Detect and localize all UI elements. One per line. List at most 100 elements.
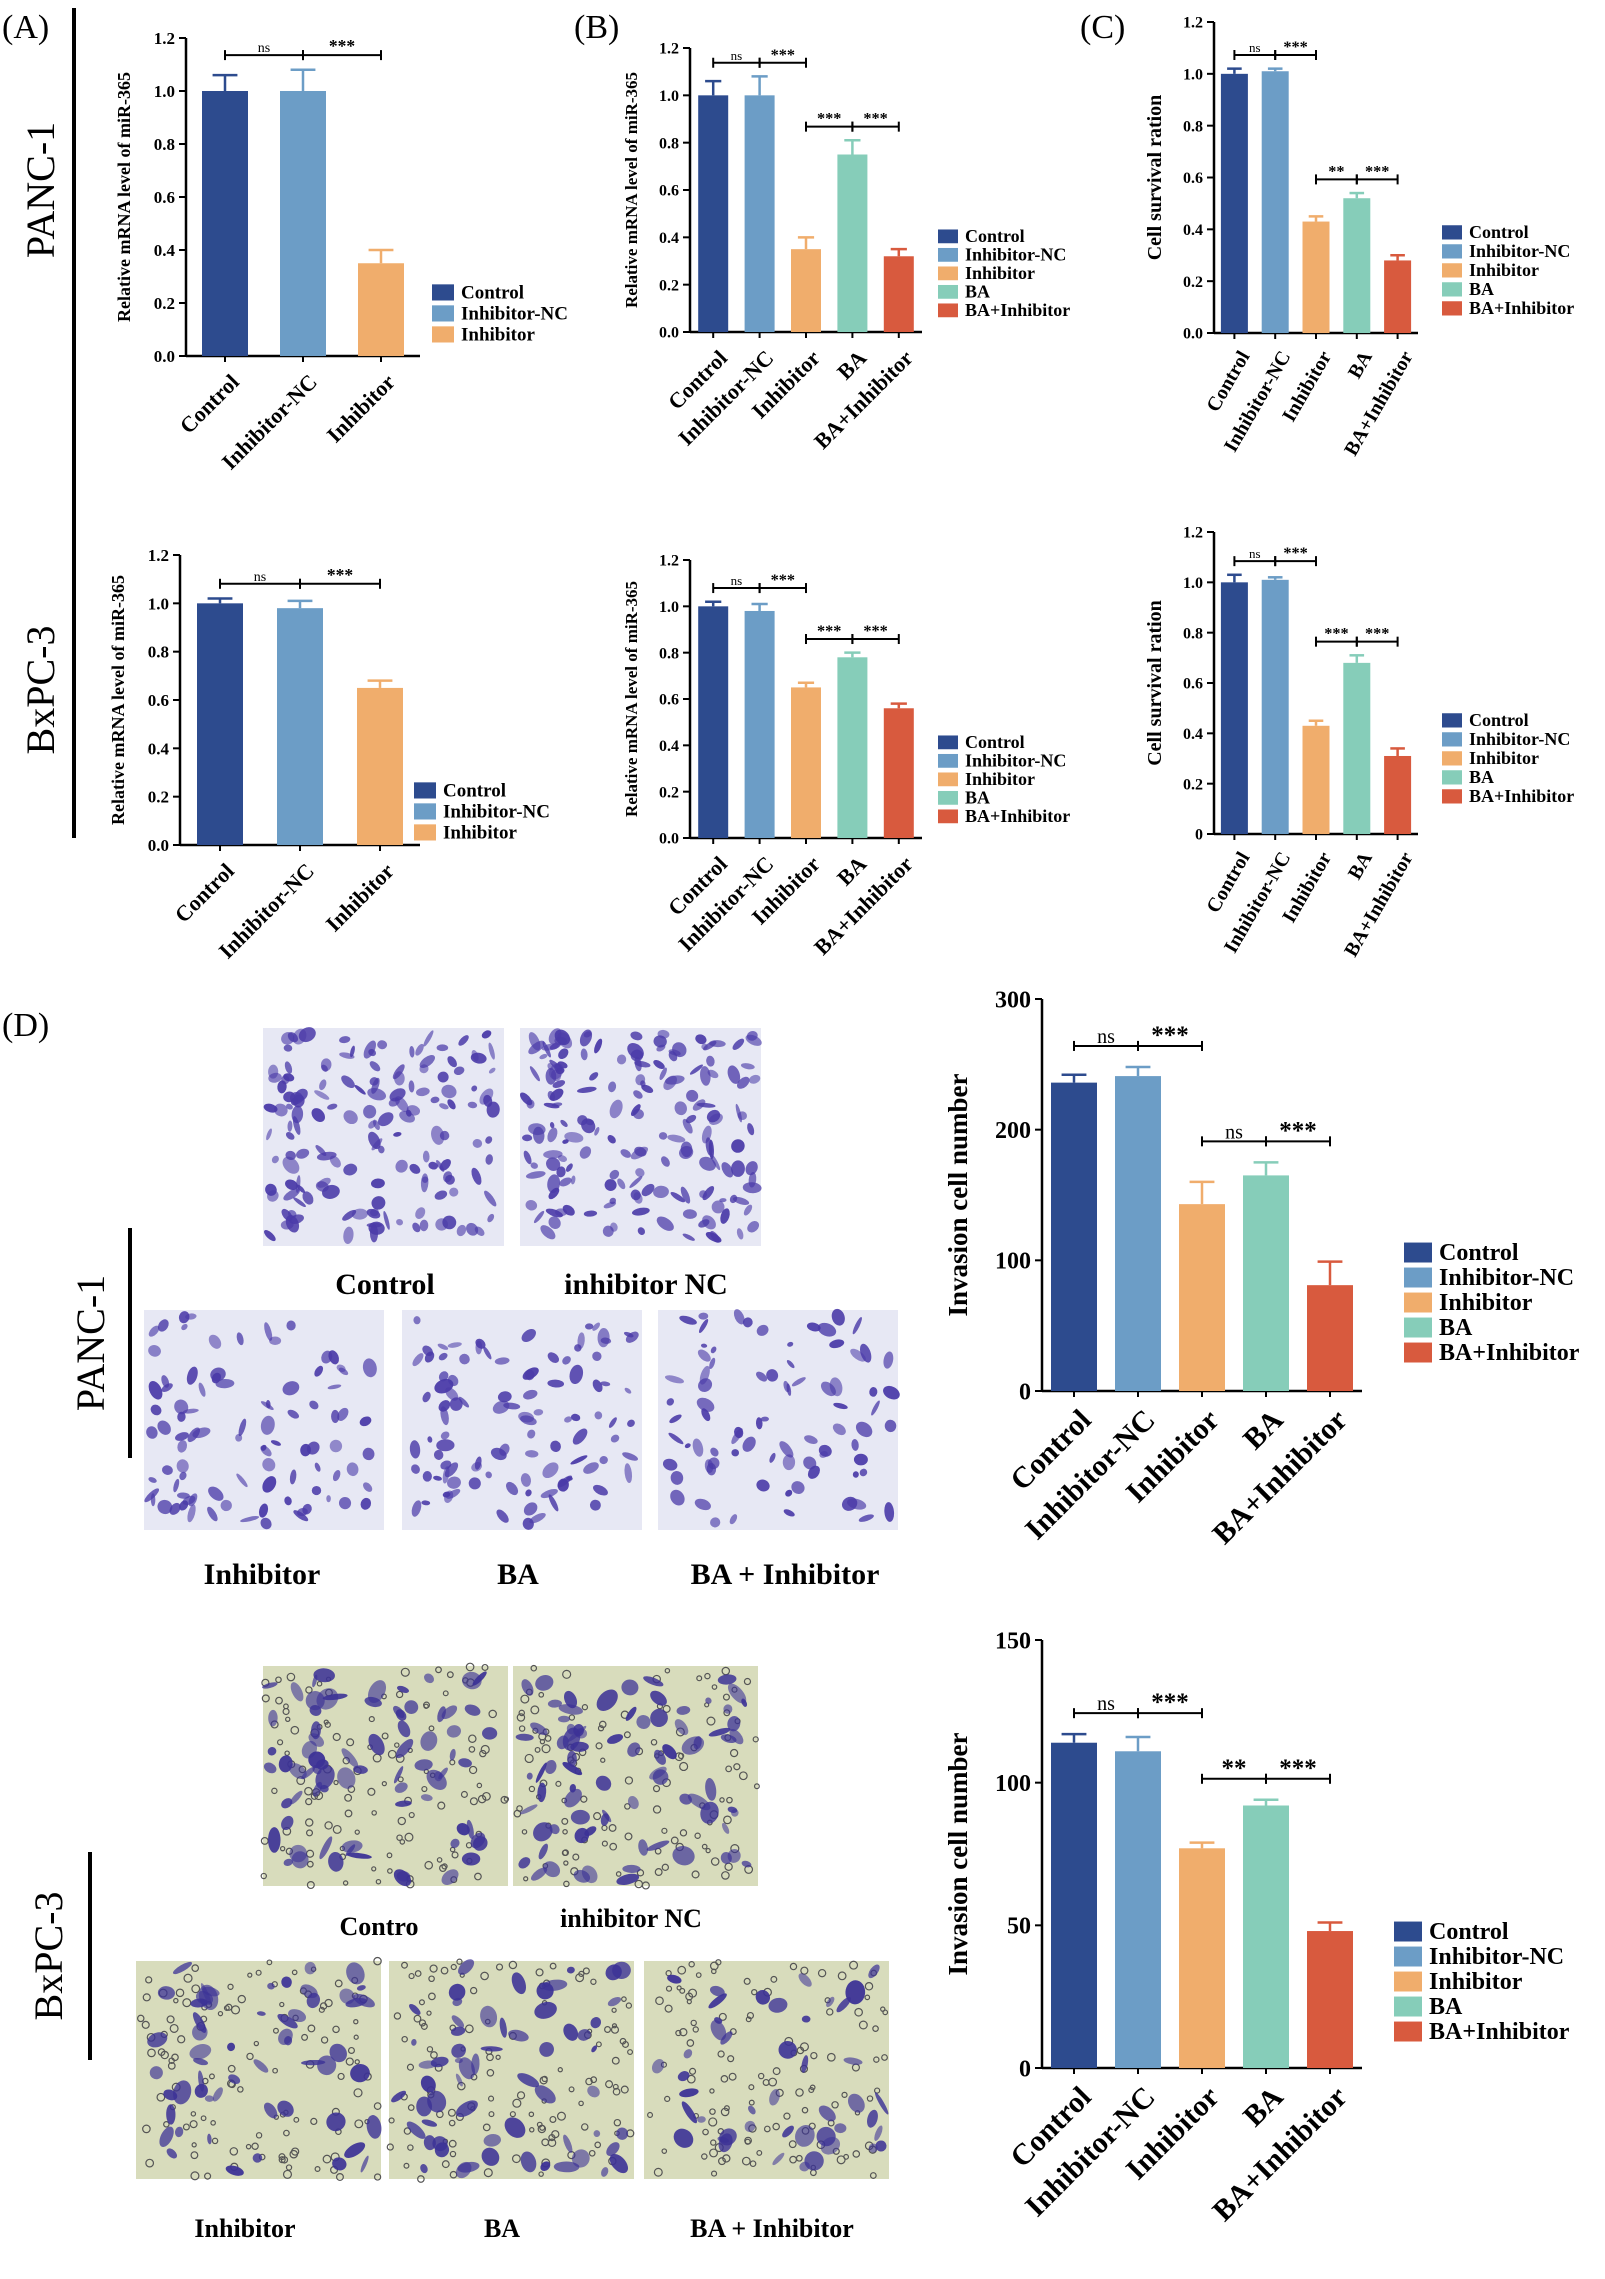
stained-cell bbox=[339, 1036, 351, 1044]
stained-cell bbox=[627, 1742, 641, 1757]
stained-cell bbox=[360, 2155, 369, 2173]
membrane-pore bbox=[612, 2083, 619, 2090]
stained-cell bbox=[148, 1345, 161, 1357]
sig-label: ns bbox=[731, 48, 743, 63]
stained-cell bbox=[766, 1369, 779, 1382]
membrane-pore bbox=[404, 1832, 414, 1842]
stained-cell bbox=[227, 2042, 236, 2052]
stained-cell bbox=[301, 1766, 316, 1780]
membrane-pore bbox=[442, 1690, 449, 1697]
stained-cell bbox=[441, 1084, 457, 1099]
stained-cell bbox=[480, 2046, 503, 2052]
membrane-pore bbox=[757, 2072, 765, 2080]
stained-cell bbox=[337, 1767, 356, 1789]
membrane-pore bbox=[156, 2092, 166, 2102]
stained-cell bbox=[267, 1747, 277, 1756]
membrane-pore bbox=[408, 1972, 415, 1980]
stained-cell bbox=[304, 1961, 316, 1975]
y-tick-label: 0.0 bbox=[148, 836, 169, 855]
membrane-pore bbox=[480, 1744, 490, 1755]
stained-cell bbox=[638, 1839, 648, 1856]
stained-cell bbox=[193, 2057, 209, 2066]
stained-cell bbox=[616, 2127, 629, 2140]
stained-cell bbox=[737, 1111, 748, 1120]
sig-label: ** bbox=[1328, 162, 1344, 180]
y-axis-label: Cell survival ration bbox=[1144, 600, 1166, 766]
stained-cell bbox=[659, 1067, 667, 1080]
membrane-pore bbox=[211, 2137, 219, 2145]
stained-cell bbox=[562, 1139, 569, 1144]
stained-cell bbox=[702, 1215, 716, 1230]
stained-cell bbox=[470, 1052, 487, 1064]
stained-cell bbox=[769, 2089, 780, 2106]
membrane-pore bbox=[688, 1961, 695, 1968]
membrane-pore bbox=[799, 2042, 809, 2052]
membrane-pore bbox=[305, 1686, 313, 1694]
stained-cell bbox=[343, 1110, 358, 1125]
stained-cell bbox=[534, 2085, 556, 2104]
stained-cell bbox=[371, 1196, 386, 1210]
stained-cell bbox=[709, 1985, 725, 1997]
y-tick-label: 1.0 bbox=[154, 82, 175, 101]
stained-cell bbox=[742, 1182, 762, 1194]
y-tick-label: 1.0 bbox=[659, 88, 679, 105]
stained-cell bbox=[319, 1836, 333, 1860]
stained-cell bbox=[607, 1135, 616, 1144]
membrane-pore bbox=[373, 2102, 382, 2110]
membrane-pore bbox=[738, 1771, 748, 1781]
stained-cell bbox=[302, 1191, 314, 1205]
stained-cell bbox=[225, 2165, 244, 2176]
membrane-pore bbox=[332, 1824, 342, 1834]
y-tick-label: 0.2 bbox=[659, 277, 679, 294]
legend-swatch bbox=[938, 229, 958, 244]
stained-cell bbox=[637, 1227, 646, 1236]
stained-cell bbox=[803, 1456, 817, 1470]
stained-cell bbox=[262, 1476, 277, 1493]
membrane-pore bbox=[406, 2063, 415, 2071]
micrograph-caption: inhibitor NC bbox=[560, 1904, 702, 1933]
stained-cell bbox=[801, 2015, 811, 2023]
stained-cell bbox=[492, 1400, 510, 1414]
stained-cell bbox=[346, 1852, 372, 1859]
stained-cell bbox=[336, 1364, 346, 1373]
membrane-pore bbox=[200, 2115, 207, 2122]
stained-cell bbox=[447, 1476, 461, 1489]
y-tick-label: 0.2 bbox=[148, 788, 169, 807]
stained-cell bbox=[163, 2089, 178, 2101]
micrograph-background bbox=[513, 1666, 758, 1886]
stained-cell bbox=[632, 1207, 650, 1216]
stained-cell bbox=[146, 1426, 158, 1439]
stained-cell bbox=[281, 1815, 294, 1831]
bar-ba-inhibitor bbox=[1384, 260, 1412, 333]
stained-cell bbox=[594, 1411, 603, 1420]
stained-cell bbox=[599, 1455, 608, 1465]
membrane-pore bbox=[324, 1998, 333, 2008]
stained-cell bbox=[694, 1498, 711, 1511]
membrane-pore bbox=[474, 1872, 482, 1881]
membrane-pore bbox=[717, 2050, 725, 2058]
stained-cell bbox=[727, 1683, 747, 1704]
stained-cell bbox=[281, 1798, 293, 1809]
stained-cell bbox=[552, 1080, 566, 1089]
membrane-pore bbox=[448, 2119, 456, 2127]
membrane-pore bbox=[808, 2086, 815, 2094]
legend-label: BA bbox=[1469, 767, 1494, 787]
stained-cell bbox=[554, 1029, 571, 1046]
stained-cell bbox=[636, 1714, 651, 1729]
membrane-pore bbox=[612, 2087, 621, 2096]
stained-cell bbox=[458, 1396, 470, 1408]
membrane-pore bbox=[407, 2144, 414, 2151]
membrane-pore bbox=[283, 2129, 290, 2137]
stained-cell bbox=[475, 1338, 486, 1349]
stained-cell bbox=[706, 1055, 715, 1067]
membrane-pore bbox=[555, 1780, 562, 1787]
membrane-pore bbox=[307, 2024, 316, 2033]
membrane-pore bbox=[841, 2091, 848, 2099]
micro-bxpc3-inhibitor bbox=[136, 1956, 382, 2181]
stained-cell bbox=[732, 1196, 750, 1205]
membrane-pore bbox=[789, 1962, 798, 1971]
stained-cell bbox=[592, 1322, 601, 1331]
stained-cell bbox=[627, 1419, 635, 1428]
stained-cell bbox=[529, 1512, 546, 1524]
stained-cell bbox=[449, 1748, 456, 1761]
